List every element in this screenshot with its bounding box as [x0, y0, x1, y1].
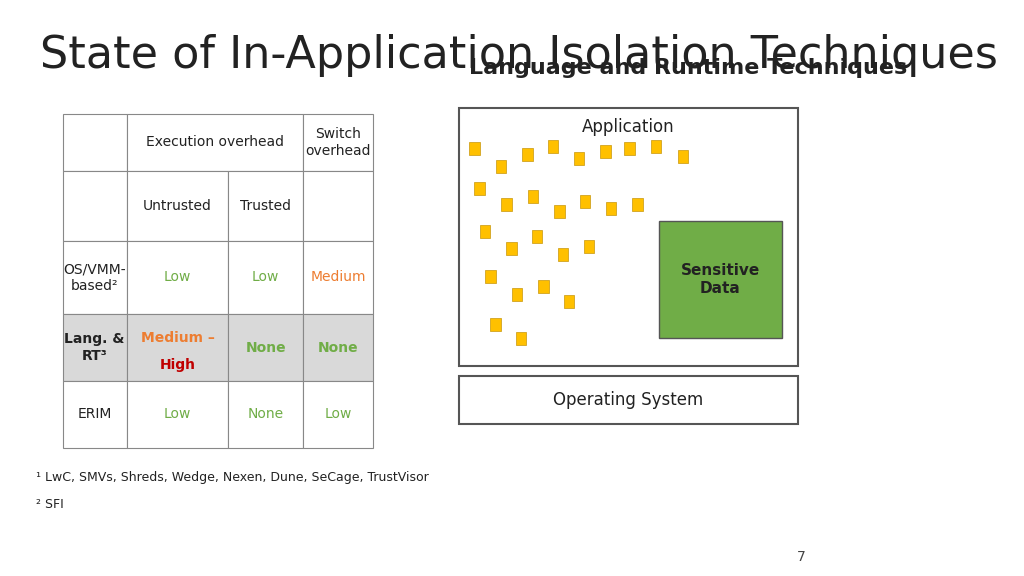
Bar — [303, 171, 373, 241]
Text: None: None — [246, 340, 286, 354]
Text: Sensitive
Data: Sensitive Data — [681, 263, 760, 295]
Text: OS/VMM-
based²: OS/VMM- based² — [63, 263, 126, 293]
Bar — [127, 314, 228, 381]
Bar — [600, 145, 610, 157]
Bar — [573, 151, 584, 165]
Bar — [554, 204, 565, 218]
Bar — [480, 225, 490, 237]
Bar — [303, 241, 373, 314]
Bar — [539, 279, 549, 293]
Text: ERIM: ERIM — [78, 407, 112, 422]
Bar — [127, 241, 228, 314]
Bar — [127, 171, 228, 241]
Bar — [659, 221, 781, 338]
Bar — [580, 195, 591, 207]
Bar — [228, 314, 303, 381]
Bar — [62, 314, 127, 381]
Bar — [127, 114, 303, 171]
Bar — [558, 248, 568, 260]
Text: Application: Application — [582, 118, 675, 136]
Bar — [506, 241, 517, 255]
Text: Medium: Medium — [310, 271, 366, 285]
Text: Switch
overhead: Switch overhead — [305, 127, 371, 158]
Bar — [496, 160, 506, 172]
Text: Lang. &
RT³: Lang. & RT³ — [65, 332, 125, 363]
Bar — [512, 287, 522, 301]
Text: Medium –: Medium – — [140, 332, 214, 346]
Bar — [548, 139, 558, 153]
Text: ¹ LwC, SMVs, Shreds, Wedge, Nexen, Dune, SeCage, TrustVisor: ¹ LwC, SMVs, Shreds, Wedge, Nexen, Dune,… — [36, 471, 429, 484]
Bar — [678, 150, 688, 162]
Text: State of In-Application Isolation Techniques: State of In-Application Isolation Techni… — [40, 34, 998, 77]
Bar — [228, 171, 303, 241]
Bar — [459, 108, 798, 366]
Bar — [474, 181, 484, 195]
Bar — [228, 241, 303, 314]
Text: ² SFI: ² SFI — [36, 498, 63, 511]
Text: Low: Low — [164, 271, 191, 285]
Bar — [303, 114, 373, 171]
Bar — [459, 376, 798, 424]
Bar — [469, 142, 480, 154]
Bar — [528, 190, 539, 203]
Text: Trusted: Trusted — [241, 199, 291, 213]
Bar — [625, 142, 635, 154]
Bar — [650, 139, 662, 153]
Text: High: High — [160, 358, 196, 372]
Bar — [127, 381, 228, 448]
Text: 7: 7 — [797, 550, 806, 564]
Bar — [531, 229, 543, 242]
Text: Low: Low — [252, 271, 280, 285]
Bar — [516, 332, 526, 344]
Text: Low: Low — [164, 407, 191, 422]
Text: Language and Runtime Techniques: Language and Runtime Techniques — [469, 58, 907, 78]
Bar — [62, 381, 127, 448]
Text: Operating System: Operating System — [553, 391, 703, 409]
Bar — [228, 381, 303, 448]
Text: Execution overhead: Execution overhead — [145, 135, 284, 150]
Bar — [62, 114, 127, 171]
Text: Low: Low — [325, 407, 351, 422]
Bar — [502, 198, 512, 210]
Bar — [522, 147, 532, 161]
Text: None: None — [317, 340, 358, 354]
Bar — [303, 314, 373, 381]
Bar — [584, 240, 595, 252]
Bar — [62, 241, 127, 314]
Text: Untrusted: Untrusted — [143, 199, 212, 213]
Bar — [303, 381, 373, 448]
Bar — [485, 270, 496, 282]
Bar — [564, 294, 574, 308]
Bar — [606, 202, 616, 214]
Text: None: None — [248, 407, 284, 422]
Bar — [490, 317, 501, 331]
Bar — [632, 198, 643, 210]
Bar — [62, 171, 127, 241]
